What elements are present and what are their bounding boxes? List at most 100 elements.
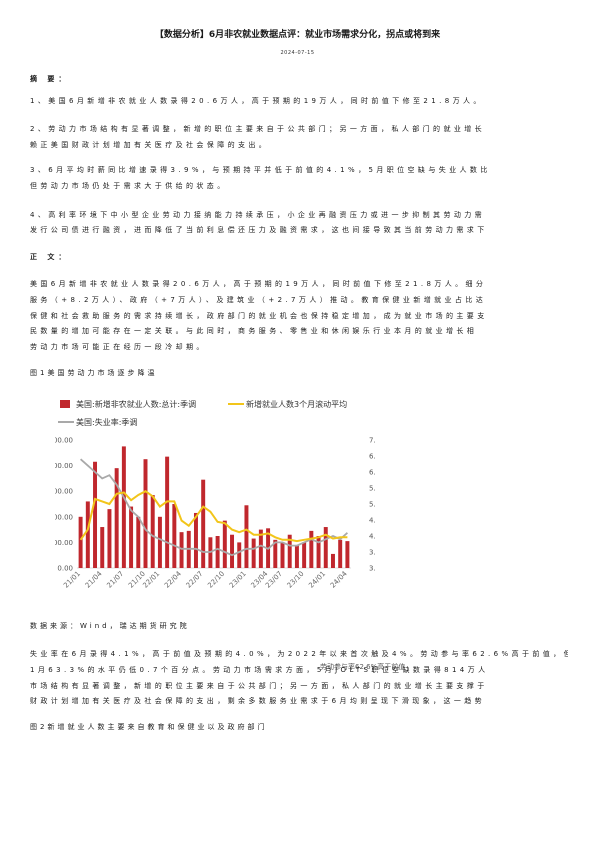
body-label: 正 文： [30, 253, 70, 261]
y-right-tick-label: 6.00 [369, 469, 375, 477]
body-line: 劳动力市场可能正在经历一段冷却期。 [30, 343, 207, 351]
bar [222, 520, 227, 568]
body-line: 美国6月新增非农就业人数录得20.6万人，高于预期的19万人，同时前值下修至21… [30, 280, 487, 288]
x-tick-label: 22/04 [163, 569, 183, 589]
bar [136, 516, 141, 568]
bar [258, 529, 263, 568]
y-right-tick-label: 4.50 [369, 517, 375, 525]
bar [215, 536, 220, 568]
document-title: 【数据分析】6月非农就业数据点评：就业市场需求分化，拐点或将到来 [154, 30, 441, 40]
bar [85, 501, 90, 568]
chart-figure1: 美国:新增非农就业人数:总计:季调 新增就业人数3个月滚动平均 美国:失业率:季调 … [55, 390, 375, 604]
bar [193, 512, 198, 568]
bar [309, 530, 314, 568]
bar [316, 536, 321, 568]
bar [237, 542, 242, 568]
y-axis-right: 3.00 3.50 4.00 4.50 5.00 5.50 6.00 6.50 7.00 [369, 437, 375, 573]
y-left-tick-label: 200.00 [55, 539, 73, 547]
x-tick-label: 24/01 [307, 570, 327, 590]
summary-line: 1、美国6月新增非农就业人数录得20.6万人，高于预期的19万人，同时前值下修至… [30, 97, 484, 105]
bar [121, 446, 126, 568]
summary-line: 但劳动力市场仍处于需求大于供给的状态。 [30, 182, 228, 190]
bar [280, 542, 285, 568]
bar [93, 461, 98, 568]
bar [100, 527, 105, 568]
bar [179, 532, 184, 568]
bar [330, 553, 335, 568]
bar [201, 479, 206, 568]
y-left-tick-label: 600.00 [55, 488, 73, 496]
overlap-text: 劳动参与率62.6%高于前值 [320, 663, 406, 671]
bar [251, 538, 256, 568]
y-right-tick-label: 4.00 [369, 533, 375, 541]
bar [345, 541, 350, 568]
body-line: 民数量的增加可能存在一定关联。与此同时，商务服务、零售业和休闲娱乐行业本月的就业… [30, 327, 478, 335]
y-right-tick-label: 3.50 [369, 549, 375, 557]
x-tick-label: 23/07 [264, 570, 284, 590]
x-tick-label: 21/01 [62, 570, 82, 590]
x-tick-label: 21/04 [84, 569, 104, 589]
y-right-tick-label: 7.00 [369, 437, 375, 445]
y-left-tick-label: 0.00 [57, 565, 73, 573]
line-series [79, 458, 348, 557]
y-left-tick-label: 800.00 [55, 462, 73, 470]
bar [294, 544, 299, 568]
bar [172, 504, 177, 568]
bar [78, 516, 83, 568]
bar-series [78, 446, 350, 568]
summary-line: 2、劳动力市场结构有显著调整，新增的职位主要来自于公共部门；另一方面，私人部门的… [30, 125, 486, 133]
source-note: 数据来源：Wind，瑞达期货研究院 [30, 622, 190, 630]
y-right-tick-label: 5.00 [369, 501, 375, 509]
document-date: 2024-07-15 [280, 50, 315, 56]
bar [323, 527, 328, 568]
bar [150, 495, 155, 568]
legend-label: 新增就业人数3个月滚动平均 [246, 399, 347, 409]
y-left-tick-label: 400.00 [55, 513, 73, 521]
body2-line: 失业率在6月录得4.1%，高于前值及预期的4.0%，为2022年以来首次触及4%… [30, 650, 568, 658]
chart-svg: 美国:新增非农就业人数:总计:季调 新增就业人数3个月滚动平均美国:失业率:季调 … [55, 399, 375, 590]
body2-line: 财政计划增加有关医疗及社会保障的支出，剩余多数服务业需求于6月均则呈现下滑现象，… [30, 697, 486, 705]
summary-line: 发行公司债进行融资，进而降低了当前利息偿还压力及融资需求，这也间接导致其当前劳动… [30, 226, 488, 234]
y-right-tick-label: 3.00 [369, 565, 375, 573]
bar [129, 506, 134, 568]
bar [143, 459, 148, 568]
bar [338, 539, 343, 568]
y-left-tick-label: 1,000.00 [55, 437, 73, 445]
x-tick-label: 21/07 [105, 570, 125, 590]
body-line: 保健和社会救助服务的需求持续增长，政府部门的就业机会也保持稳定增加，成为就业市场… [30, 312, 488, 320]
legend-label: 美国:失业率:季调 [76, 417, 137, 427]
x-tick-label: 23/01 [228, 570, 248, 590]
bar [114, 468, 119, 568]
legend-swatch [60, 400, 70, 408]
x-tick-label: 24/04 [329, 569, 349, 589]
bar [157, 516, 162, 568]
y-right-tick-label: 5.50 [369, 485, 375, 493]
figure2-caption: 图2新增就业人数主要来自教育和保健业以及政府部门 [30, 723, 268, 731]
unemployment-line [80, 458, 348, 557]
body2-line: 1月63.3%的水平仍低0.7个百分点。劳动力市场需求方面，5月JOLTS职位空… [30, 666, 489, 674]
x-tick-label: 22/07 [185, 570, 205, 590]
legend-swatch [228, 403, 244, 405]
bar [302, 542, 307, 568]
body-line: 服务（+8.2万人）、政府（+7万人）、及建筑业（+2.7万人）推动。教育保健业… [30, 296, 487, 304]
bar [287, 534, 292, 568]
summary-line: 赖正美国财政计划增加有关医疗及社会保障的支出。 [30, 141, 270, 149]
y-right-tick-label: 6.50 [369, 453, 375, 461]
bar [244, 505, 249, 568]
bar [273, 539, 278, 568]
x-tick-label: 23/10 [286, 570, 306, 590]
x-tick-label: 22/01 [141, 570, 161, 590]
legend-swatch [58, 421, 74, 423]
legend-label: 美国:新增非农就业人数:总计:季调 [76, 399, 196, 409]
body2-line: 市场结构有显著调整，新增的职位主要来自于公共部门；另一方面，私人部门的就业增长主… [30, 682, 488, 690]
bar [107, 509, 112, 568]
rolling-average-line [79, 490, 348, 543]
summary-line: 4、高利率环境下中小型企业劳动力接纳能力持续承压，小企业再融资压力或进一步抑制其… [30, 211, 486, 219]
x-tick-label: 22/10 [206, 570, 226, 590]
summary-label: 摘 要： [30, 75, 70, 83]
bar [230, 534, 235, 568]
figure1-caption: 图1美国劳动力市场逐步降温 [30, 369, 158, 377]
